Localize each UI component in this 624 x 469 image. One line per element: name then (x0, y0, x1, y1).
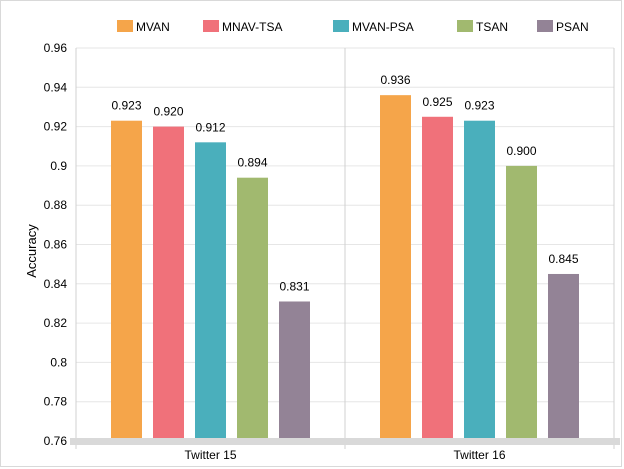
bar-tsan-1 (237, 177, 268, 441)
legend: MVAN MNAV-TSA MVAN-PSA TSAN PSAN (117, 20, 589, 34)
legend-swatch (203, 20, 219, 32)
y-tick-label: 0.82 (44, 316, 68, 330)
y-axis: 0.76 0.78 0.8 0.82 0.84 0.86 0.88 0.9 0.92 0.94 0.… (44, 41, 68, 448)
bar-mvan-2 (380, 95, 411, 441)
x-tick-label: Twitter 16 (453, 448, 505, 462)
legend-item-psan[interactable]: PSAN (537, 20, 589, 34)
legend-swatch (457, 20, 473, 32)
x-axis-base (70, 438, 620, 445)
bar-tsan-2 (506, 165, 537, 441)
legend-swatch (117, 20, 133, 32)
legend-item-mvan-psa[interactable]: MVAN-PSA (333, 20, 414, 34)
x-axis: Twitter 15 Twitter 16 (70, 438, 620, 462)
y-axis-title: Accuracy (24, 224, 39, 278)
data-label: 0.900 (506, 144, 536, 158)
legend-label: MVAN-PSA (352, 20, 414, 34)
data-label: 0.920 (153, 105, 183, 119)
y-tick-label: 0.94 (44, 80, 68, 94)
bar-mnav-tsa-2 (422, 116, 453, 442)
data-label: 0.936 (380, 73, 410, 87)
bar-mnav-tsa-1 (153, 126, 184, 441)
y-tick-label: 0.84 (44, 277, 68, 291)
y-tick-label: 0.96 (44, 41, 68, 55)
bar-mvan-psa-1 (195, 142, 226, 441)
y-tick-label: 0.92 (44, 120, 68, 134)
data-label: 0.923 (111, 99, 141, 113)
data-label: 0.845 (548, 252, 578, 266)
y-tick-label: 0.8 (50, 355, 67, 369)
y-tick-label: 0.88 (44, 198, 68, 212)
legend-item-tsan[interactable]: TSAN (457, 20, 508, 34)
bars (111, 95, 579, 442)
y-tick-label: 0.86 (44, 238, 68, 252)
legend-item-mnav-tsa[interactable]: MNAV-TSA (203, 20, 282, 34)
legend-label: TSAN (476, 20, 508, 34)
bar-mvan-1 (111, 120, 142, 441)
bar-mvan-psa-2 (464, 120, 495, 441)
y-tick-label: 0.76 (44, 434, 68, 448)
legend-label: MVAN (136, 20, 170, 34)
legend-swatch (333, 20, 349, 32)
data-label: 0.923 (464, 99, 494, 113)
data-labels: 0.923 0.920 0.912 0.894 0.831 0.936 0.925 0.923… (111, 73, 578, 293)
y-tick-label: 0.9 (50, 159, 67, 173)
data-label: 0.831 (279, 279, 309, 293)
legend-label: PSAN (556, 20, 589, 34)
x-tick-label: Twitter 15 (184, 448, 236, 462)
legend-swatch (537, 20, 553, 32)
bar-psan-2 (548, 273, 579, 441)
data-label: 0.912 (195, 120, 225, 134)
data-label: 0.894 (237, 156, 267, 170)
legend-label: MNAV-TSA (222, 20, 282, 34)
bar-psan-1 (279, 301, 310, 441)
legend-item-mvan[interactable]: MVAN (117, 20, 170, 34)
data-label: 0.925 (422, 95, 452, 109)
y-tick-label: 0.78 (44, 395, 68, 409)
